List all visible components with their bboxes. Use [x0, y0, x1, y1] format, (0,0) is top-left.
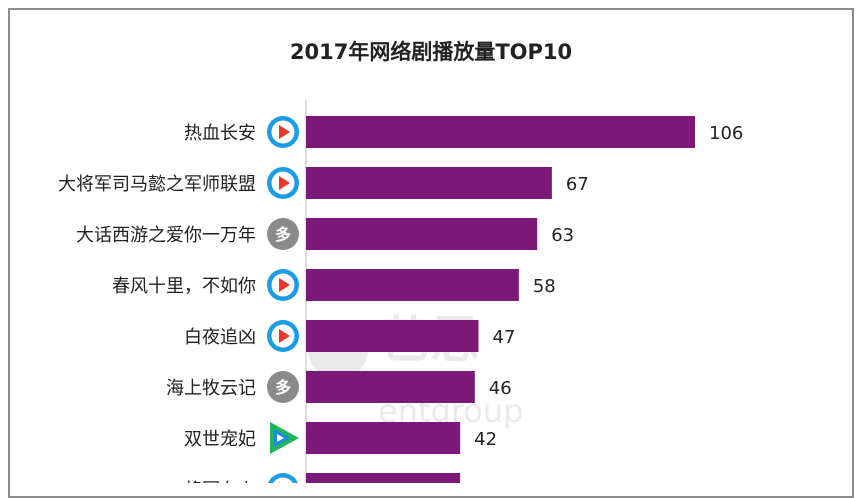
category-label: 春风十里，不如你	[112, 276, 256, 297]
category-label: 大话西游之爱你一万年	[76, 225, 256, 246]
data-label: 47	[492, 327, 515, 348]
bar	[306, 167, 552, 199]
bar	[306, 371, 475, 403]
youku-icon	[268, 473, 298, 483]
play-icon	[279, 176, 290, 190]
chart-title: 2017年网络剧播放量TOP10	[289, 40, 573, 64]
data-label: 46	[489, 378, 512, 399]
bar	[306, 269, 519, 301]
tencent-video-icon	[270, 422, 299, 454]
bar	[306, 422, 461, 454]
bar	[306, 473, 461, 483]
category-label: 白夜追凶	[184, 327, 256, 348]
data-label: 58	[533, 276, 556, 297]
bar	[306, 320, 479, 352]
multi-disc	[267, 371, 299, 403]
youku-inner-disc	[273, 477, 293, 483]
data-label: 106	[709, 123, 743, 144]
play-icon	[279, 125, 290, 139]
multi-disc	[267, 218, 299, 250]
tencent-inner-triangle	[277, 434, 284, 442]
category-label: 海上牧云记	[166, 378, 256, 399]
data-label: 63	[551, 225, 574, 246]
multi-platform-label: 多	[275, 225, 291, 244]
data-label: 67	[566, 174, 589, 195]
multi-platform-label: 多	[275, 378, 291, 397]
multi-platform-icon: 多	[267, 371, 299, 403]
data-label: 42	[474, 480, 497, 483]
chart-frame: 2017年网络剧播放量TOP10	[8, 8, 854, 498]
youku-icon	[267, 320, 299, 352]
bar	[306, 116, 695, 148]
youku-icon	[267, 167, 299, 199]
play-icon	[279, 278, 290, 292]
bar	[306, 218, 538, 250]
category-label: 将军在上	[184, 480, 256, 483]
youku-icon	[267, 269, 299, 301]
data-label: 42	[474, 429, 497, 450]
play-icon	[279, 329, 290, 343]
category-label: 热血长安	[184, 123, 256, 144]
bar-chart: 艺恩entgroup106热血长安67大将军司马懿之军师联盟63大话西游之爱你一…	[58, 100, 743, 483]
category-label: 双世宠妃	[184, 429, 256, 450]
youku-icon	[267, 116, 299, 148]
category-label: 大将军司马懿之军师联盟	[58, 174, 256, 195]
multi-platform-icon: 多	[267, 218, 299, 250]
